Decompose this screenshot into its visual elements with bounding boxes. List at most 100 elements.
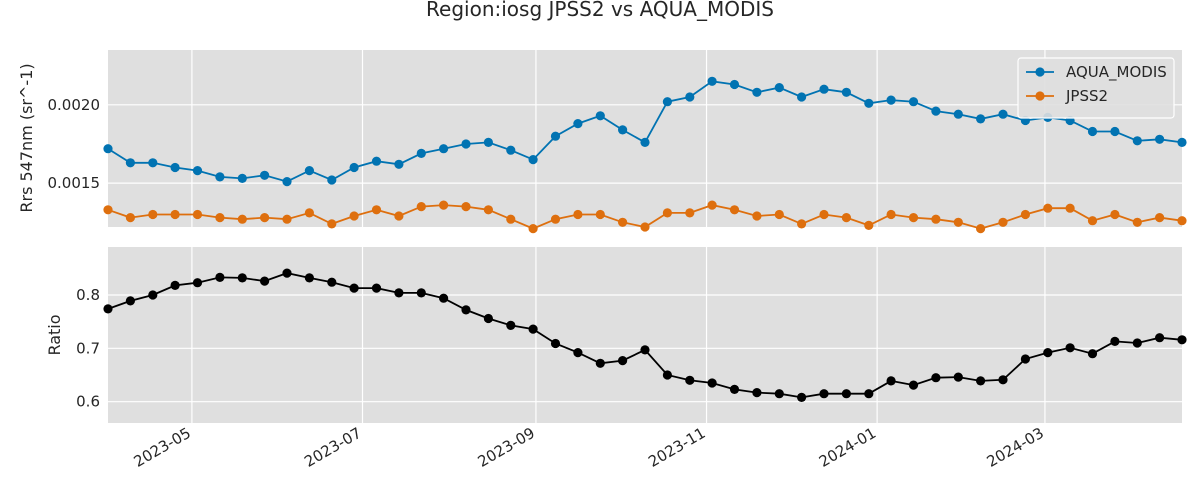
x-tick-label: 2024-01 xyxy=(816,424,879,471)
series-0-1-point xyxy=(1087,216,1098,226)
y-axis-label-rrs: Rrs 547nm (sr^-1) xyxy=(17,63,36,212)
series-0-0-point xyxy=(439,144,449,154)
series-0-0-point xyxy=(618,125,628,135)
series-0-1-point xyxy=(528,224,538,234)
series-0-0-point xyxy=(774,83,784,93)
series-0-0-point xyxy=(662,97,673,107)
series-0-1-point xyxy=(371,205,382,215)
series-0-0-point xyxy=(282,177,292,187)
series-1-0-point xyxy=(774,389,784,399)
series-1-0-point xyxy=(752,388,762,398)
series-0-0-point xyxy=(394,159,404,169)
series-1-0-point xyxy=(349,283,359,293)
series-0-1-point xyxy=(841,213,852,223)
series-0-1-point xyxy=(550,214,561,224)
legend-swatch-marker xyxy=(1035,91,1045,101)
series-0-1-point xyxy=(774,209,784,220)
series-1-0-point xyxy=(528,324,538,334)
series-0-1-point xyxy=(819,209,829,220)
series-0-1-point xyxy=(327,219,337,229)
series-0-0-point xyxy=(192,166,203,176)
series-1-0-point xyxy=(864,389,874,399)
series-0-1-point xyxy=(1043,203,1053,213)
series-0-1-point xyxy=(349,211,359,221)
series-1-0-point xyxy=(1043,348,1053,358)
series-0-0-point xyxy=(461,139,471,149)
series-1-0-point xyxy=(327,277,337,287)
x-tick-label: 2023-09 xyxy=(475,424,538,471)
series-0-0-point xyxy=(1110,126,1120,137)
panel-rrs: 0.0015 0.0020 Rrs 547nm (sr^-1) AQUA_MODI… xyxy=(17,50,1187,234)
chart-title: Region:iosg JPSS2 vs AQUA_MODIS xyxy=(426,0,774,21)
series-0-0-point xyxy=(349,162,359,173)
series-1-0-point xyxy=(640,345,650,355)
series-0-1-point xyxy=(1132,217,1142,227)
series-0-1-point xyxy=(461,202,471,212)
series-1-0-point xyxy=(1020,354,1030,364)
series-0-1-point xyxy=(282,214,292,224)
series-1-0-point xyxy=(416,288,426,298)
series-0-0-point xyxy=(573,119,583,129)
series-0-0-point xyxy=(506,145,516,155)
series-0-1-point xyxy=(864,220,874,230)
series-0-1-point xyxy=(1155,213,1165,223)
series-1-0-point xyxy=(506,320,516,330)
series-0-1-point xyxy=(998,217,1008,227)
plot-area-ratio xyxy=(108,247,1182,423)
y-tick-label: 0.0015 xyxy=(48,174,101,192)
series-1-0-point xyxy=(998,375,1008,385)
x-tick-label: 2023-11 xyxy=(645,424,708,471)
series-0-0-point xyxy=(550,131,561,141)
series-1-0-point xyxy=(103,304,113,314)
series-1-0-point xyxy=(1087,349,1098,359)
series-1-0-point xyxy=(260,276,270,286)
x-tick-label: 2023-07 xyxy=(301,424,364,471)
series-0-0-point xyxy=(215,172,225,182)
series-0-0-point xyxy=(797,92,807,102)
series-0-1-point xyxy=(416,202,426,212)
series-0-1-point xyxy=(483,205,493,215)
series-0-0-point xyxy=(148,158,158,168)
series-0-1-point xyxy=(1065,203,1075,213)
series-0-0-point xyxy=(886,95,896,105)
y-tick-label: 0.0020 xyxy=(48,96,101,114)
series-1-0-point xyxy=(595,358,605,368)
series-0-1-point xyxy=(125,213,135,223)
legend-swatch-marker xyxy=(1035,67,1045,77)
series-0-1-point xyxy=(103,205,113,215)
series-0-0-point xyxy=(237,173,247,183)
series-0-0-point xyxy=(103,144,113,154)
series-0-0-point xyxy=(908,97,919,107)
series-1-0-point xyxy=(931,373,941,383)
series-0-0-point xyxy=(1177,137,1187,147)
series-1-0-point xyxy=(550,338,561,349)
series-1-0-point xyxy=(304,273,314,283)
series-1-0-point xyxy=(573,348,583,358)
series-1-0-point xyxy=(192,278,203,288)
series-1-0-point xyxy=(215,272,225,282)
series-0-0-point xyxy=(528,155,538,165)
legend-label: AQUA_MODIS xyxy=(1066,63,1167,82)
panel-ratio: 0.6 0.7 0.8 Ratio xyxy=(45,247,1187,423)
x-axis-ticks: 2023-05 2023-07 2023-09 2023-11 2024-01 2024-… xyxy=(131,424,1047,471)
series-0-1-point xyxy=(1110,209,1120,220)
series-1-0-point xyxy=(707,378,717,388)
series-0-0-point xyxy=(327,175,337,185)
series-1-0-point xyxy=(618,356,628,366)
series-0-1-point xyxy=(797,219,807,229)
legend: AQUA_MODIS JPSS2 xyxy=(1017,57,1175,119)
series-0-1-point xyxy=(260,213,270,223)
series-1-0-point xyxy=(976,376,986,386)
series-0-0-point xyxy=(1155,134,1165,144)
series-1-0-point xyxy=(483,313,493,324)
series-0-0-point xyxy=(841,87,852,97)
series-0-1-point xyxy=(506,214,516,224)
series-0-1-point xyxy=(1020,209,1030,220)
y-tick-label: 0.7 xyxy=(76,339,100,357)
series-0-1-point xyxy=(976,224,986,234)
series-0-1-point xyxy=(148,209,158,220)
series-1-0-point xyxy=(908,380,919,390)
series-0-1-point xyxy=(192,209,203,220)
series-0-1-point xyxy=(707,200,717,210)
